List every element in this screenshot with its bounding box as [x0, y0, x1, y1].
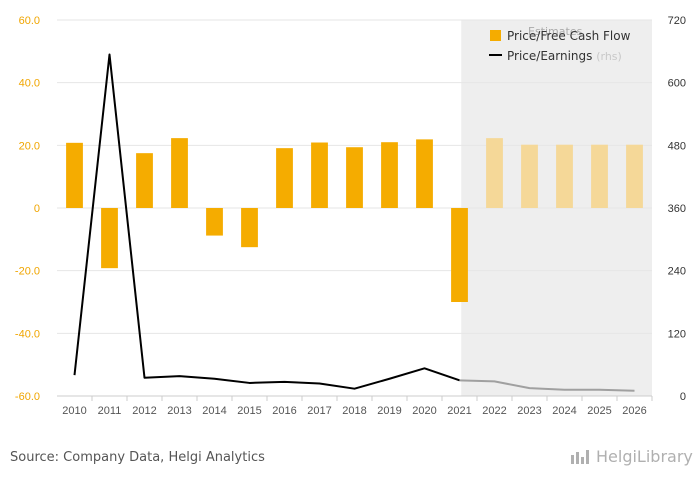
bar [241, 208, 258, 248]
x-tick: 2016 [272, 405, 296, 417]
x-tick: 2011 [98, 405, 122, 417]
y-right-tick: 720 [668, 15, 686, 27]
y-left-tick: -20.0 [15, 266, 40, 278]
x-tick: 2024 [552, 405, 576, 417]
chart: -60.0 -40.0 -20.0 0 20.0 40.0 60.0 0 120 240 360 48… [15, 15, 686, 417]
bar [276, 148, 293, 208]
y-right-tick: 240 [668, 266, 686, 278]
bar [556, 144, 573, 208]
line-series [73, 53, 635, 392]
y-right-tick: 600 [668, 78, 686, 90]
bar [311, 142, 328, 208]
x-tick: 2013 [167, 405, 191, 417]
x-tick: 2012 [132, 405, 156, 417]
legend-label-suffix: (rhs) [596, 50, 622, 63]
axes: -60.0 -40.0 -20.0 0 20.0 40.0 60.0 0 120 240 360 48… [15, 15, 686, 417]
bar [521, 144, 538, 208]
y-left-tick: 20.0 [19, 140, 40, 152]
library-icon [571, 449, 589, 464]
x-tick: 2026 [622, 405, 646, 417]
bar [101, 208, 118, 269]
line-estimate [459, 379, 635, 392]
bar [451, 208, 468, 302]
bar [381, 142, 398, 208]
y-right-tick: 480 [668, 140, 686, 152]
bar [486, 138, 503, 208]
estimates-label: Estimates [528, 25, 583, 38]
x-tick: 2010 [62, 405, 86, 417]
legend-swatch-bar [490, 30, 501, 41]
source-note: Source: Company Data, Helgi Analytics [10, 450, 265, 465]
line-actual [73, 53, 460, 390]
y-right-tick: 120 [668, 328, 686, 340]
x-tick: 2017 [307, 405, 331, 417]
x-tick: 2014 [202, 405, 226, 417]
x-tick: 2022 [482, 405, 506, 417]
y-left-tick: -40.0 [15, 328, 40, 340]
y-right-tick: 360 [668, 203, 686, 215]
y-right-tick: 0 [680, 391, 686, 403]
x-tick: 2018 [342, 405, 366, 417]
bar [416, 139, 433, 208]
bar [66, 142, 83, 208]
x-tick: 2021 [447, 405, 471, 417]
legend-label-bar: Price/Free Cash Flow [507, 29, 631, 43]
y-left-tick: 0 [34, 203, 40, 215]
y-left-tick: 40.0 [19, 78, 40, 90]
legend-label-line: Price/Earnings (rhs) [507, 49, 622, 63]
x-tick: 2020 [412, 405, 436, 417]
y-left-tick: 60.0 [19, 15, 40, 27]
x-tick: 2015 [237, 405, 261, 417]
bar-series [66, 138, 643, 302]
x-tick: 2025 [587, 405, 611, 417]
x-tick: 2023 [517, 405, 541, 417]
y-left-tick: -60.0 [15, 391, 40, 403]
bar [171, 138, 188, 208]
bar [591, 144, 608, 208]
bar [206, 208, 223, 236]
bar [136, 153, 153, 208]
x-tick: 2019 [377, 405, 401, 417]
bar [346, 147, 363, 208]
brand-logo[interactable]: HelgiLibrary [570, 447, 693, 466]
bar [626, 144, 643, 208]
brand-name: HelgiLibrary [596, 447, 693, 466]
